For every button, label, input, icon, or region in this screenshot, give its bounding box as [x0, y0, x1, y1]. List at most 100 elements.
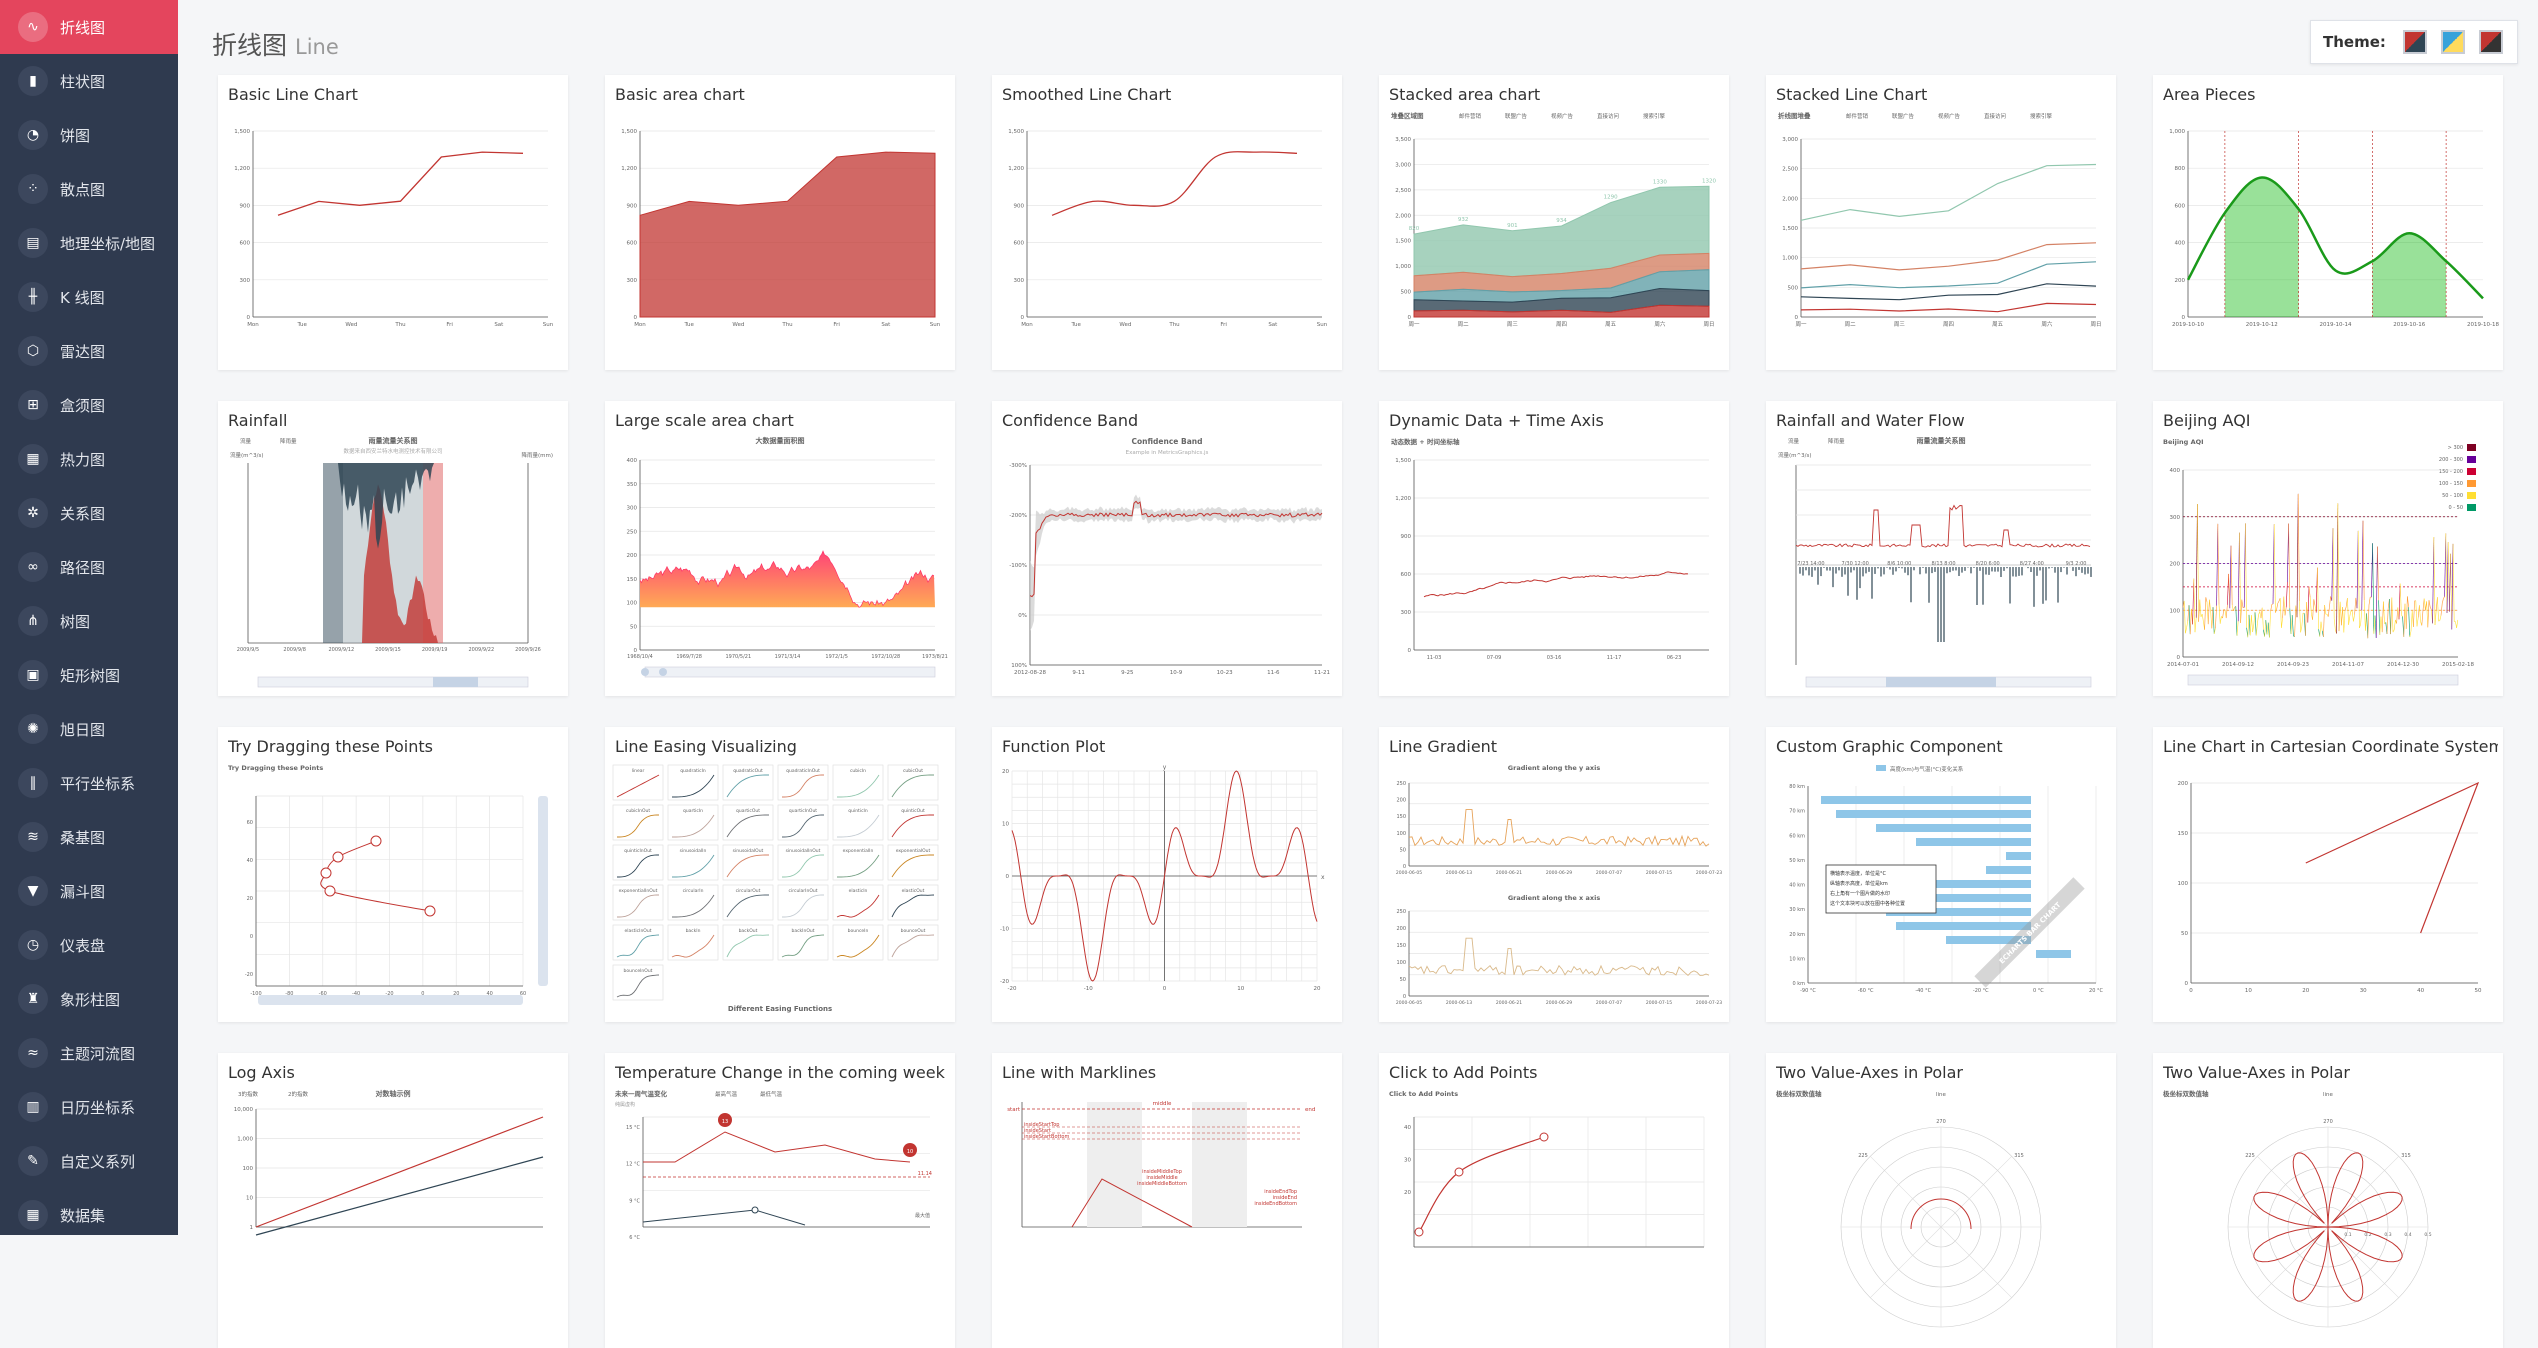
chart-card-title[interactable]: Smoothed Line Chart	[1002, 85, 1337, 104]
chart-card-rain-flow[interactable]: Rainfall and Water Flow 雨量流量关系图流量降雨量流量(m^…	[1766, 401, 2116, 696]
chart-title: Different Easing Functions	[728, 1005, 832, 1013]
chart-card-drag[interactable]: Try Dragging these Points Try Dragging th…	[218, 727, 568, 1022]
sidebar-item-calendar[interactable]: ▥日历坐标系	[0, 1080, 178, 1134]
sidebar-item-sunburst[interactable]: ✺旭日图	[0, 702, 178, 756]
chart-card-title[interactable]: Large scale area chart	[615, 411, 950, 430]
chart-card-title[interactable]: Area Pieces	[2163, 85, 2498, 104]
theme-default-swatch[interactable]	[2403, 30, 2427, 54]
sidebar-item-pie-chart[interactable]: ◔饼图	[0, 108, 178, 162]
sidebar-item-custom-series[interactable]: ✎自定义系列	[0, 1134, 178, 1188]
sidebar-item-sankey[interactable]: ≋桑基图	[0, 810, 178, 864]
chart-thumbnail[interactable]: 堆叠区域图邮件营销联盟广告视频广告直接访问搜索引擎05001,0001,5002…	[1379, 109, 1729, 369]
chart-card-title[interactable]: Two Value-Axes in Polar	[2163, 1063, 2498, 1082]
sidebar-item-lines[interactable]: ∞路径图	[0, 540, 178, 594]
chart-card-custom-graphic[interactable]: Custom Graphic Component 高度(km)与气温(°C)变化关…	[1766, 727, 2116, 1022]
chart-thumbnail[interactable]: 雨量流量关系图数据来自西安兰特水电测控技术有限公司流量降雨量流量(m^3/s)降…	[218, 435, 568, 695]
sidebar-item-parallel[interactable]: ∥平行坐标系	[0, 756, 178, 810]
chart-card-temperature[interactable]: Temperature Change in the coming week 未来一…	[605, 1053, 955, 1348]
chart-card-title[interactable]: Temperature Change in the coming week	[615, 1063, 950, 1082]
chart-card-title[interactable]: Line with Marklines	[1002, 1063, 1337, 1082]
sidebar-item-tree[interactable]: ⋔树图	[0, 594, 178, 648]
chart-card-title[interactable]: Confidence Band	[1002, 411, 1337, 430]
chart-thumbnail[interactable]: Try Dragging these Points-100-80-60-40-2…	[218, 761, 568, 1021]
chart-card-title[interactable]: Rainfall and Water Flow	[1776, 411, 2111, 430]
chart-card-title[interactable]: Dynamic Data + Time Axis	[1389, 411, 1724, 430]
chart-card-title[interactable]: Beijing AQI	[2163, 411, 2498, 430]
sidebar-item-treemap[interactable]: ▣矩形树图	[0, 648, 178, 702]
chart-card-title[interactable]: Two Value-Axes in Polar	[1776, 1063, 2111, 1082]
chart-thumbnail[interactable]: 折线图堆叠邮件营销联盟广告视频广告直接访问搜索引擎05001,0001,5002…	[1766, 109, 2116, 369]
chart-card-title[interactable]: Try Dragging these Points	[228, 737, 563, 756]
sidebar-item-gauge[interactable]: ◷仪表盘	[0, 918, 178, 972]
chart-card-stacked-line[interactable]: Stacked Line Chart 折线图堆叠邮件营销联盟广告视频广告直接访问搜…	[1766, 75, 2116, 370]
chart-card-title[interactable]: Stacked Line Chart	[1776, 85, 2111, 104]
chart-card-title[interactable]: Stacked area chart	[1389, 85, 1724, 104]
sidebar-item-scatter[interactable]: ⁘散点图	[0, 162, 178, 216]
chart-card-title[interactable]: Line Gradient	[1389, 737, 1724, 756]
chart-card-title[interactable]: Basic Line Chart	[228, 85, 563, 104]
sidebar-item-funnel[interactable]: ▼漏斗图	[0, 864, 178, 918]
chart-card-title[interactable]: Line Chart in Cartesian Coordinate Syste…	[2163, 737, 2498, 756]
chart-card-title[interactable]: Rainfall	[228, 411, 563, 430]
theme-light-swatch[interactable]	[2441, 30, 2465, 54]
chart-thumbnail[interactable]: startmiddleendinsideStartTopinsideStarti…	[992, 1087, 1342, 1347]
sidebar-item-line-chart[interactable]: ∿折线图	[0, 0, 178, 54]
sidebar-item-bar-chart[interactable]: ▮柱状图	[0, 54, 178, 108]
sidebar-item-dataset[interactable]: ▦数据集	[0, 1188, 178, 1235]
chart-card-title[interactable]: Line Easing Visualizing	[615, 737, 950, 756]
sidebar-item-radar[interactable]: ⬡雷达图	[0, 324, 178, 378]
sidebar-item-theme-river[interactable]: ≈主题河流图	[0, 1026, 178, 1080]
sidebar-item-graph[interactable]: ✲关系图	[0, 486, 178, 540]
chart-card-title[interactable]: Click to Add Points	[1389, 1063, 1724, 1082]
theme-dark-swatch[interactable]	[2479, 30, 2503, 54]
sidebar-item-map[interactable]: ▤地理坐标/地图	[0, 216, 178, 270]
chart-card-title[interactable]: Basic area chart	[615, 85, 950, 104]
series-segment	[2392, 597, 2393, 632]
chart-card-title[interactable]: Function Plot	[1002, 737, 1337, 756]
sidebar-item-heatmap[interactable]: ▦热力图	[0, 432, 178, 486]
chart-thumbnail[interactable]: 未来一周气温变化纯属虚构最高气温最低气温15 °C12 °C9 °C6 °C13…	[605, 1087, 955, 1347]
chart-card-cartesian[interactable]: Line Chart in Cartesian Coordinate Syste…	[2153, 727, 2503, 1022]
chart-card-rainfall[interactable]: Rainfall 雨量流量关系图数据来自西安兰特水电测控技术有限公司流量降雨量流量…	[218, 401, 568, 696]
chart-card-title[interactable]: Custom Graphic Component	[1776, 737, 2111, 756]
sidebar-item-boxplot[interactable]: ⊞盒须图	[0, 378, 178, 432]
chart-card-title[interactable]: Log Axis	[228, 1063, 563, 1082]
chart-thumbnail[interactable]: 大数据量面积图0501001502002503003504001968/10/4…	[605, 435, 955, 695]
sidebar-item-pictorial-bar[interactable]: ♜象形柱图	[0, 972, 178, 1026]
chart-card-stacked-area[interactable]: Stacked area chart 堆叠区域图邮件营销联盟广告视频广告直接访问搜…	[1379, 75, 1729, 370]
sidebar-item-candlestick[interactable]: ╫K 线图	[0, 270, 178, 324]
